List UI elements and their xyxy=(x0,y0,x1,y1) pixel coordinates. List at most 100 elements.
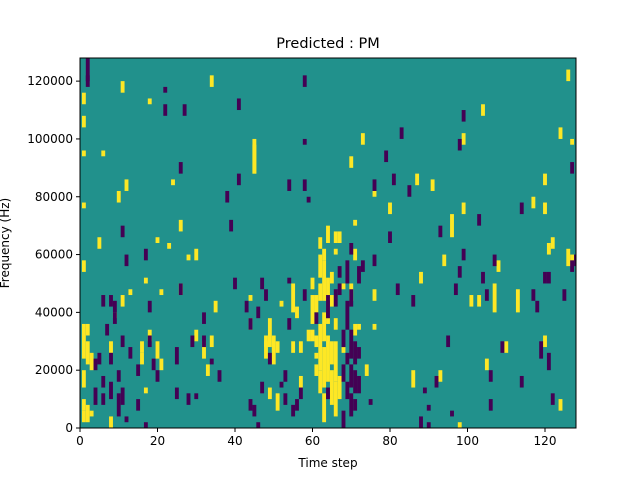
negative-cell xyxy=(267,352,272,365)
negative-cell xyxy=(116,370,121,382)
positive-cell xyxy=(550,237,555,249)
positive-cell xyxy=(124,179,129,191)
positive-cell xyxy=(81,150,86,157)
positive-cell xyxy=(477,295,482,307)
negative-cell xyxy=(209,358,214,365)
y-tick-label: 120000 xyxy=(27,74,73,88)
negative-cell xyxy=(163,86,168,93)
negative-cell xyxy=(368,399,373,405)
positive-cell xyxy=(543,173,547,186)
negative-cell xyxy=(256,422,261,428)
negative-cell xyxy=(357,266,361,284)
positive-cell xyxy=(337,231,342,243)
negative-cell xyxy=(488,399,493,411)
negative-cell xyxy=(314,312,319,324)
negative-cell xyxy=(349,243,354,255)
negative-cell xyxy=(345,300,350,330)
positive-cell xyxy=(570,138,575,145)
negative-cell xyxy=(372,254,377,267)
positive-cell xyxy=(357,323,361,330)
negative-cell xyxy=(174,347,179,365)
positive-cell xyxy=(159,289,164,296)
positive-cell xyxy=(543,335,547,348)
negative-cell xyxy=(283,370,288,382)
positive-cell xyxy=(318,323,323,371)
positive-cell xyxy=(349,156,354,168)
negative-cell xyxy=(500,341,505,353)
negative-cell xyxy=(151,358,156,371)
positive-cell xyxy=(140,352,144,365)
negative-cell xyxy=(236,98,241,111)
negative-cell xyxy=(236,173,241,186)
negative-cell xyxy=(174,387,179,400)
negative-cell xyxy=(535,300,540,313)
positive-cell xyxy=(85,341,90,365)
negative-cell xyxy=(147,300,152,313)
positive-cell xyxy=(109,341,113,353)
positive-cell xyxy=(496,260,501,272)
negative-cell xyxy=(434,375,439,388)
negative-cell xyxy=(229,219,234,232)
negative-cell xyxy=(302,289,307,301)
negative-cell xyxy=(283,393,288,405)
positive-cell xyxy=(147,98,152,105)
x-tick-label: 40 xyxy=(227,434,242,448)
negative-cell xyxy=(306,196,311,203)
negative-cell xyxy=(426,422,431,428)
positive-cell xyxy=(543,202,547,215)
negative-cell xyxy=(248,399,253,411)
positive-cell xyxy=(155,341,160,359)
negative-cell xyxy=(391,173,396,186)
positive-cell xyxy=(101,150,106,157)
positive-cell xyxy=(186,254,191,261)
positive-cell xyxy=(372,190,377,197)
positive-cell xyxy=(81,92,86,105)
x-tick-label: 80 xyxy=(382,434,397,448)
negative-cell xyxy=(341,410,346,428)
positive-cell xyxy=(322,393,327,423)
positive-cell xyxy=(333,381,338,417)
positive-cell xyxy=(566,248,571,267)
positive-cell xyxy=(85,404,90,423)
positive-cell xyxy=(333,341,338,382)
positive-cell xyxy=(143,387,148,394)
positive-cell xyxy=(322,312,327,342)
y-axis-label: Frequency (Hz) xyxy=(0,198,12,289)
negative-cell xyxy=(457,138,462,151)
negative-cell xyxy=(93,358,98,371)
positive-cell xyxy=(267,318,272,348)
negative-cell xyxy=(570,162,575,174)
positive-cell xyxy=(81,260,86,272)
y-tick-label: 80000 xyxy=(35,190,73,204)
positive-cell xyxy=(430,179,435,191)
negative-cell xyxy=(147,335,152,348)
positive-cell xyxy=(314,295,319,313)
negative-cell xyxy=(422,387,427,394)
negative-cell xyxy=(457,266,462,278)
negative-cell xyxy=(101,295,106,307)
negative-cell xyxy=(225,190,230,203)
positive-cell xyxy=(81,202,86,209)
positive-cell xyxy=(205,364,210,376)
negative-cell xyxy=(353,370,358,394)
negative-cell xyxy=(120,225,125,238)
positive-cell xyxy=(271,335,276,365)
positive-cell xyxy=(213,300,218,313)
negative-cell xyxy=(345,352,350,365)
positive-cell xyxy=(326,277,330,301)
negative-cell xyxy=(353,341,358,365)
negative-cell xyxy=(395,283,400,296)
positive-cell xyxy=(291,341,296,353)
negative-cell xyxy=(264,289,268,301)
positive-cell xyxy=(264,341,268,359)
negative-cell xyxy=(178,283,183,296)
negative-cell xyxy=(326,295,330,319)
negative-cell xyxy=(492,254,497,267)
positive-cell xyxy=(318,237,323,249)
negative-cell xyxy=(407,185,412,197)
positive-cell xyxy=(314,364,319,376)
positive-cell xyxy=(314,352,319,359)
y-tick-label: 100000 xyxy=(27,132,73,146)
negative-cell xyxy=(186,393,191,405)
positive-cell xyxy=(116,190,121,203)
